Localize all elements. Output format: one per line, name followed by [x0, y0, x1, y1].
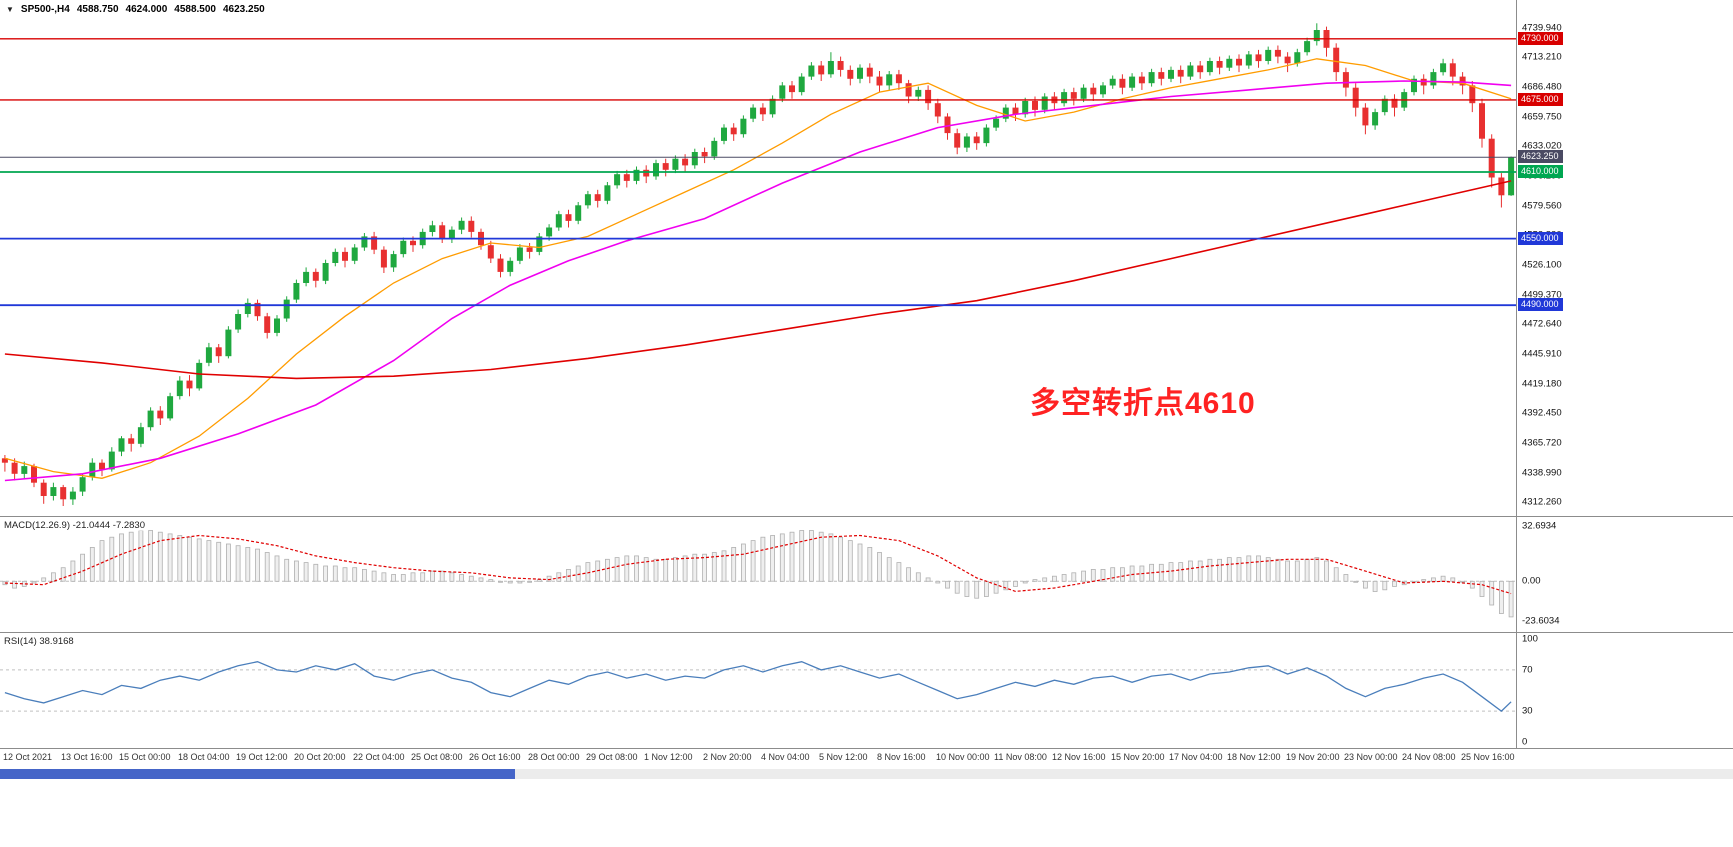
price-tag-4675.000[interactable]: 4675.000 [1518, 92, 1563, 106]
rsi-plot[interactable] [0, 633, 1516, 748]
candlestick-plot[interactable] [0, 0, 1516, 516]
rsi-pane[interactable]: RSI(14) 38.9168 [0, 633, 1516, 748]
time-axis: 12 Oct 2021 13 Oct 16:00 15 Oct 00:00 18 Oc… [0, 749, 1733, 767]
macd-indicator-label: MACD(12.26.9) -21.0444 -7.2830 [4, 520, 145, 531]
macd-signal-line [4, 534, 1512, 595]
price-axis-label: 4312.260 [1522, 496, 1562, 508]
time-axis-label: 5 Nov 12:00 [819, 752, 868, 762]
time-axis-label: 18 Oct 04:00 [178, 752, 230, 762]
scrollbar-thumb[interactable] [0, 769, 515, 779]
ma-mid-line [4, 80, 1512, 482]
chart-dropdown-icon[interactable]: ▼ [6, 5, 14, 14]
time-axis-label: 22 Oct 04:00 [353, 752, 405, 762]
time-axis-label: 8 Nov 16:00 [877, 752, 926, 762]
chart-text-annotation[interactable]: 多空转折点4610 [1030, 387, 1256, 420]
macd-pane[interactable]: MACD(12.26.9) -21.0444 -7.2830 [0, 517, 1516, 632]
time-axis-label: 4 Nov 04:00 [761, 752, 810, 762]
time-axis-label: 15 Nov 20:00 [1111, 752, 1165, 762]
price-axis-label: 4499.370 [1522, 289, 1562, 301]
time-axis-label: 2 Nov 20:00 [703, 752, 752, 762]
quote-low: 4588.500 [174, 4, 216, 15]
price-axis-label: 4445.910 [1522, 348, 1562, 360]
price-tag-4610.000[interactable]: 4610.000 [1518, 165, 1563, 178]
ma-fast-line [4, 58, 1512, 479]
time-axis-label: 19 Nov 20:00 [1286, 752, 1340, 762]
price-tag-4730.000[interactable]: 4730.000 [1518, 31, 1563, 45]
time-axis-label: 13 Oct 16:00 [61, 752, 113, 762]
rsi-indicator-label: RSI(14) 38.9168 [4, 636, 74, 647]
pane-separator[interactable] [0, 632, 1733, 633]
price-axis-label: 4633.020 [1522, 140, 1562, 152]
macd-axis-label: 32.6934 [1522, 520, 1557, 532]
price-axis-label: 4338.990 [1522, 467, 1562, 479]
time-axis-label: 20 Oct 20:00 [294, 752, 346, 762]
quote-high: 4624.000 [125, 4, 168, 15]
rsi-axis-label: 100 [1522, 633, 1538, 645]
price-axis-label: 4739.940 [1522, 22, 1562, 34]
pane-separator [0, 748, 1733, 749]
rsi-axis-label: 70 [1522, 664, 1533, 676]
time-axis-label: 12 Nov 16:00 [1052, 752, 1106, 762]
macd-axis-label: -23.6034 [1522, 615, 1560, 627]
price-axis-label: 4392.450 [1522, 407, 1562, 419]
horizontal-scrollbar[interactable] [0, 769, 1733, 779]
price-axis-label: 4686.480 [1522, 81, 1562, 93]
time-axis-label: 11 Nov 08:00 [994, 752, 1047, 762]
price-axis-label: 4472.640 [1522, 318, 1562, 330]
time-axis-label: 18 Nov 12:00 [1227, 752, 1281, 762]
time-axis-label: 10 Nov 00:00 [936, 752, 990, 762]
price-tag-4490.000[interactable]: 4490.000 [1518, 298, 1563, 312]
price-axis-label: 4526.100 [1522, 259, 1562, 271]
time-axis-label: 25 Nov 16:00 [1461, 752, 1515, 762]
price-axis-label: 4659.750 [1522, 111, 1562, 123]
price-tag-4550.000[interactable]: 4550.000 [1518, 231, 1563, 245]
rsi-axis-label: 0 [1522, 736, 1528, 748]
chart-header: ▼ SP500-,H4 4588.750 4624.000 4588.500 4… [6, 4, 265, 15]
price-tag-4623.250[interactable]: 4623.250 [1518, 150, 1563, 164]
macd-axis-label: 0.00 [1522, 575, 1541, 587]
time-axis-label: 23 Nov 00:00 [1344, 752, 1398, 762]
price-axis: 4739.940 4713.210 4686.480 4659.750 4633.020… [1516, 0, 1733, 516]
time-axis-label: 29 Oct 08:00 [586, 752, 638, 762]
time-axis-label: 25 Oct 08:00 [411, 752, 463, 762]
ma-slow-line [4, 180, 1512, 380]
quote-open: 4588.750 [76, 4, 119, 15]
macd-axis: 32.6934 0.00 -23.6034 [1516, 517, 1733, 632]
time-axis-label: 28 Oct 00:00 [528, 752, 580, 762]
time-axis-label: 15 Oct 00:00 [119, 752, 171, 762]
time-axis-label: 24 Nov 08:00 [1402, 752, 1456, 762]
price-axis-label: 4579.560 [1522, 200, 1562, 212]
time-axis-label: 1 Nov 12:00 [644, 752, 693, 762]
price-axis-label: 4419.180 [1522, 378, 1562, 390]
time-axis-label: 19 Oct 12:00 [236, 752, 288, 762]
time-axis-label: 17 Nov 04:00 [1169, 752, 1223, 762]
quote-close: 4623.250 [223, 4, 265, 15]
rsi-axis: 100 70 30 0 [1516, 633, 1733, 748]
time-axis-label: 12 Oct 2021 [3, 752, 53, 762]
main-chart-pane[interactable]: ▼ SP500-,H4 4588.750 4624.000 4588.500 4… [0, 0, 1516, 516]
price-axis-label: 4713.210 [1522, 51, 1562, 63]
time-axis-label: 26 Oct 16:00 [469, 752, 521, 762]
symbol-timeframe-label: SP500-,H4 [20, 4, 70, 15]
rsi-line [4, 661, 1512, 712]
rsi-axis-label: 30 [1522, 705, 1533, 717]
macd-plot[interactable] [0, 517, 1516, 632]
pane-separator[interactable] [0, 516, 1733, 517]
price-axis-label: 4365.720 [1522, 437, 1562, 449]
